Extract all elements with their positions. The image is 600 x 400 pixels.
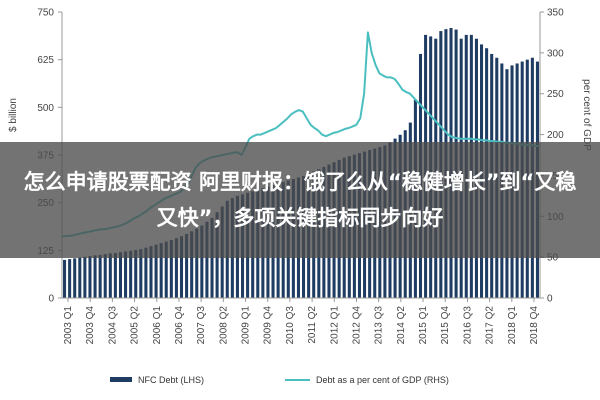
nfc-debt-bar [113,253,117,298]
left-tick-label: 750 [37,8,54,19]
left-tick-label: 625 [37,55,54,66]
nfc-debt-bar [124,251,128,298]
x-tick-label: 2018 Q1 [507,306,518,345]
headline-banner: 怎么申请股票配资 阿里财报：饿了么从“稳健增长”到“又稳又快”，多项关键指标同步… [0,142,600,258]
x-tick-label: 2015 Q4 [440,306,451,345]
legend-label-nfc-debt: NFC Debt (LHS) [138,375,204,385]
legend-label-debt-gdp: Debt as a per cent of GDP (RHS) [316,375,449,385]
chart-legend: NFC Debt (LHS) Debt as a per cent of GDP… [110,375,449,385]
x-tick-label: 2014 Q2 [396,306,407,345]
nfc-debt-bar [159,243,163,298]
legend-swatch-nfc-debt [110,377,132,382]
nfc-debt-bar [169,240,173,298]
nfc-debt-bar [98,254,102,298]
left-axis-title: $ billion [8,98,19,132]
nfc-debt-bar [129,250,133,298]
nfc-debt-bar [88,256,92,298]
nfc-debt-bar [108,253,112,298]
x-tick-label: 2013 Q3 [374,306,385,345]
left-tick-label: 500 [37,103,54,114]
right-tick-label: 350 [547,8,564,19]
x-tick-label: 2012 Q1 [329,306,340,345]
x-tick-label: 2003 Q4 [85,306,96,345]
nfc-debt-bar [63,259,67,298]
x-tick-label: 2003 Q1 [63,306,74,345]
nfc-debt-bar [154,244,158,298]
right-tick-label: 50 [547,253,559,264]
nfc-debt-bar [78,257,82,298]
nfc-debt-bar [174,238,178,298]
x-tick-label: 2009 Q1 [241,306,252,345]
nfc-debt-bar [190,231,194,298]
x-tick-label: 2012 Q4 [351,306,362,345]
x-tick-label: 2015 Q1 [418,306,429,345]
x-tick-label: 2017 Q2 [485,306,496,345]
nfc-debt-bar [68,259,72,298]
headline-text[interactable]: 怎么申请股票配资 阿里财报：饿了么从“稳健增长”到“又稳又快”，多项关键指标同步… [23,170,577,230]
left-tick-label: 0 [48,294,54,305]
nfc-debt-bar [185,233,189,298]
x-tick-label: 2011 Q2 [307,306,318,344]
x-tick-label: 2009 Q4 [263,306,274,345]
nfc-debt-bar [103,254,107,298]
right-tick-label: 0 [547,294,553,305]
nfc-debt-bar [200,225,204,298]
x-tick-label: 2006 Q4 [174,306,185,345]
nfc-debt-bar [179,236,184,298]
nfc-debt-bar [205,221,209,298]
nfc-debt-bar [164,241,168,298]
nfc-debt-bar [73,258,77,298]
nfc-debt-bar [144,247,148,298]
right-tick-label: 300 [547,48,564,59]
x-axis-ticks: 2003 Q1 2003 Q4 2004 Q3 2005 Q2 2006 Q1 2006 … [63,298,540,344]
nfc-debt-bar [93,255,97,298]
nfc-debt-bar [139,249,143,298]
x-tick-label: 2007 Q3 [196,306,207,345]
right-tick-label: 200 [547,130,564,141]
nfc-debt-bar [195,228,199,298]
x-tick-label: 2018 Q4 [529,306,540,345]
x-tick-label: 2008 Q2 [218,306,229,345]
nfc-debt-bar [118,252,123,298]
x-tick-label: 2016 Q3 [462,306,473,345]
x-tick-label: 2010 Q3 [285,306,296,345]
right-tick-label: 250 [547,89,564,100]
right-axis-title: per cent of GDP [581,79,592,151]
nfc-debt-bar [134,249,138,298]
x-tick-label: 2005 Q2 [130,306,141,345]
x-tick-label: 2006 Q1 [152,306,163,345]
nfc-debt-bar [149,246,153,298]
x-tick-label: 2004 Q3 [107,306,118,345]
nfc-debt-bar [83,256,87,298]
